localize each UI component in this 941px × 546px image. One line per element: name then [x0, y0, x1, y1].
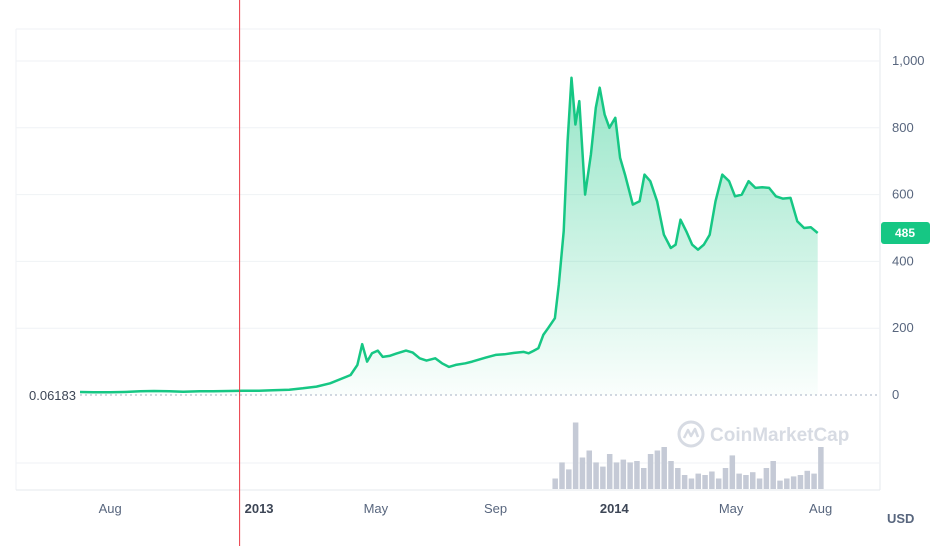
volume-bar	[620, 459, 627, 489]
volume-bar	[579, 457, 586, 489]
volume-bar	[552, 478, 558, 489]
coinmarketcap-logo-icon	[677, 420, 705, 448]
volume-bar	[600, 466, 606, 489]
volume-bar	[818, 447, 824, 489]
volume-bar	[668, 461, 674, 489]
price-line	[79, 76, 819, 394]
volume-bar	[709, 471, 715, 489]
volume-bar	[661, 447, 667, 489]
volume-bar	[634, 461, 640, 489]
y-tick-label-0: 0	[892, 387, 899, 402]
y-tick-label-800: 800	[892, 120, 914, 135]
volume-bar	[654, 450, 661, 489]
x-tick-label-1: 2013	[245, 501, 274, 516]
volume-bar	[763, 468, 770, 489]
watermark-text: CoinMarketCap	[710, 425, 849, 446]
x-tick-label-2: May	[364, 501, 389, 516]
current-price-badge-text: 485	[895, 226, 915, 240]
volume-bar	[695, 473, 702, 489]
volume-bar	[647, 454, 654, 489]
volume-bar	[750, 472, 756, 489]
x-tick-label-6: Aug	[809, 501, 832, 516]
volume-bar	[613, 462, 620, 489]
min-price-label: 0.06183	[29, 388, 76, 403]
volume-bar	[688, 478, 695, 489]
volume-bar	[586, 450, 593, 489]
volume-bar	[722, 468, 729, 489]
y-axis-unit: USD	[887, 511, 914, 526]
volume-bar	[777, 480, 783, 489]
y-tick-label-1000: 1,000	[892, 53, 925, 68]
volume-bars	[552, 422, 824, 489]
volume-bar	[681, 475, 688, 489]
x-axis-ticks: Aug 2013 May Sep 2014 May Aug	[99, 501, 833, 516]
y-tick-label-400: 400	[892, 253, 914, 268]
volume-bar	[743, 475, 749, 489]
volume-bar	[627, 462, 633, 489]
y-tick-label-600: 600	[892, 187, 914, 202]
volume-bar	[729, 455, 736, 489]
current-price-badge-box	[881, 222, 930, 245]
volume-bar	[736, 473, 742, 489]
volume-bar	[572, 422, 579, 489]
volume-bar	[811, 473, 817, 489]
volume-bar	[756, 478, 763, 489]
x-tick-label-0: Aug	[99, 501, 122, 516]
y-axis-ticks: 0 200 400 600 800 1,000	[892, 53, 925, 402]
volume-bar	[770, 461, 776, 489]
volume-bar	[797, 475, 804, 489]
volume-bar	[784, 478, 790, 489]
x-tick-label-3: Sep	[484, 501, 507, 516]
y-tick-label-200: 200	[892, 320, 914, 335]
volume-bar	[566, 469, 572, 489]
volume-bar	[675, 468, 681, 489]
volume-bar	[790, 476, 797, 489]
x-tick-label-4: 2014	[600, 501, 630, 516]
volume-bar	[606, 454, 613, 489]
current-price-badge: 485	[881, 222, 930, 245]
volume-bar	[641, 468, 647, 489]
volume-bar	[593, 462, 599, 489]
volume-bar	[715, 478, 722, 489]
volume-bar	[804, 470, 811, 489]
volume-bar	[702, 475, 708, 489]
price-area	[80, 77, 818, 395]
coinmarketcap-watermark: CoinMarketCap	[677, 420, 849, 448]
volume-bar	[559, 462, 565, 489]
x-tick-label-5: May	[719, 501, 744, 516]
